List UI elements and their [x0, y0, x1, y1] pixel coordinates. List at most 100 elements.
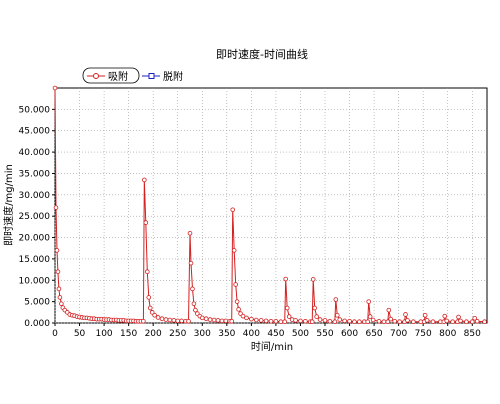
y-tick-label: 30.000 — [19, 191, 51, 201]
y-tick-label: 50.000 — [19, 105, 51, 115]
data-point — [144, 269, 150, 275]
x-tick-label: 200 — [145, 329, 162, 339]
data-point — [386, 307, 392, 313]
data-point — [163, 317, 169, 322]
data-point — [482, 319, 487, 325]
y-tick-label: 5.000 — [24, 298, 50, 308]
data-point — [310, 277, 316, 282]
y-tick-label: 40.000 — [19, 148, 51, 158]
data-point — [424, 318, 430, 323]
data-point — [366, 299, 371, 304]
data-point — [171, 318, 177, 323]
data-point — [314, 314, 319, 319]
y-tick-label: 20.000 — [19, 234, 51, 244]
legend-label: 脱附 — [163, 70, 183, 83]
data-point — [342, 318, 347, 324]
data-point — [142, 177, 147, 183]
data-point — [450, 319, 455, 325]
x-tick-label: 750 — [415, 329, 432, 339]
x-axis-ticks: 0 50 100 150 200 250 300 350 400 450 500 550 600 650 7… — [52, 323, 481, 339]
y-tick-label: 35.000 — [19, 169, 51, 179]
x-tick-label: 150 — [120, 329, 137, 339]
data-point — [298, 318, 303, 324]
data-point — [155, 315, 161, 320]
legend-item-1: 脱附 — [142, 70, 183, 83]
data-point — [54, 248, 60, 253]
data-point — [283, 276, 289, 282]
data-point — [444, 318, 450, 324]
x-tick-label: 100 — [95, 329, 112, 339]
data-point — [233, 282, 238, 287]
data-point — [430, 319, 436, 325]
data-point — [458, 318, 463, 324]
data-point — [397, 319, 402, 325]
data-point — [143, 220, 149, 225]
data-point — [263, 318, 269, 324]
chart-legend: 吸附 脱附 — [82, 67, 183, 84]
data-point — [332, 319, 338, 325]
data-point — [293, 318, 298, 323]
data-point — [230, 207, 236, 213]
data-point — [392, 318, 398, 324]
data-point — [146, 295, 152, 300]
data-point — [159, 316, 165, 322]
y-axis-ticks: 0.000 5.000 10.000 15.000 20.000 25.000 30.000… — [19, 105, 55, 329]
data-point — [207, 317, 213, 322]
data-point — [411, 319, 416, 325]
data-point — [179, 318, 184, 324]
data-point — [147, 305, 153, 311]
data-point — [175, 318, 181, 324]
data-point — [199, 315, 205, 321]
y-tick-label: 10.000 — [19, 276, 51, 286]
data-point — [152, 313, 157, 318]
grid-lines — [54, 88, 487, 324]
data-point — [333, 297, 339, 302]
x-tick-label: 0 — [52, 329, 58, 339]
y-tick-label: 0.000 — [24, 319, 50, 329]
data-point — [229, 318, 235, 324]
legend-item-0: 吸附 — [82, 67, 140, 84]
data-point — [167, 317, 173, 323]
x-tick-label: 450 — [267, 329, 284, 339]
legend-selection-frame — [82, 67, 140, 84]
y-tick-label: 25.000 — [19, 212, 51, 222]
data-point — [59, 301, 64, 307]
data-point — [327, 318, 333, 324]
y-tick-label: 15.000 — [19, 255, 51, 265]
data-point — [376, 318, 382, 324]
data-point — [203, 316, 209, 322]
data-point — [253, 317, 259, 323]
data-point — [149, 310, 155, 315]
data-point — [52, 85, 58, 91]
data-point — [234, 299, 240, 304]
x-tick-label: 300 — [194, 329, 211, 339]
x-tick-label: 850 — [464, 329, 481, 339]
data-point — [286, 314, 292, 319]
x-tick-label: 550 — [316, 329, 333, 339]
data-point — [442, 313, 448, 319]
data-point — [303, 318, 308, 324]
data-point — [53, 205, 59, 210]
data-point — [403, 312, 408, 317]
data-point — [236, 307, 241, 312]
data-point — [284, 305, 290, 311]
data-point — [456, 314, 461, 320]
x-tick-label: 350 — [218, 329, 235, 339]
data-point — [282, 319, 288, 325]
data-point — [223, 318, 229, 324]
data-point — [472, 315, 478, 321]
data-point — [312, 305, 317, 311]
data-point — [56, 286, 62, 292]
x-tick-label: 600 — [341, 329, 358, 339]
data-point — [55, 269, 61, 275]
data-point — [268, 318, 274, 324]
x-tick-label: 500 — [292, 329, 309, 339]
data-point — [469, 319, 475, 325]
data-point — [211, 317, 217, 323]
data-point — [249, 316, 254, 322]
data-point — [357, 319, 362, 325]
data-point — [385, 319, 391, 325]
data-point — [317, 317, 323, 322]
data-point — [337, 317, 343, 322]
